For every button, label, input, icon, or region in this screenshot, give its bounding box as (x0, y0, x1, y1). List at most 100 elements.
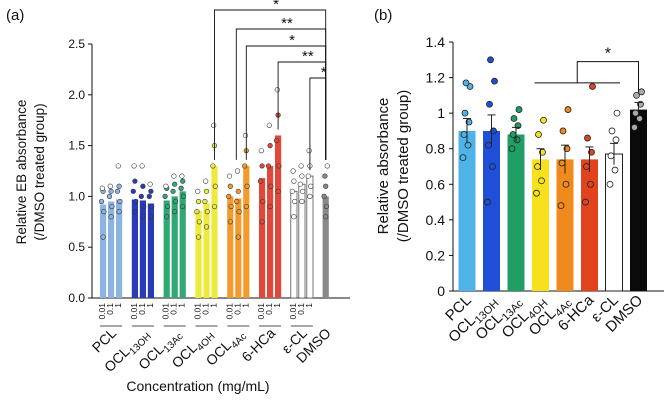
panel-b-data-point (513, 136, 521, 144)
panel-a-data-point (273, 137, 280, 144)
panel-a-concentration-tick: 0.01 (97, 303, 107, 320)
panel-a-bar (131, 199, 138, 298)
panel-a-data-point (244, 183, 250, 189)
panel-a-data-point (299, 173, 305, 179)
panel-a-concentration-tick: 1 (240, 303, 250, 308)
panel-b-data-point (582, 198, 589, 206)
panel-b-significance-bracket (576, 61, 639, 92)
panel-a-data-point (148, 214, 154, 220)
panel-b-ytick-label: 0.8 (426, 141, 446, 157)
panel-a-bar (290, 190, 298, 299)
panel-b-data-point (562, 180, 570, 188)
panel-a-data-point (101, 209, 107, 215)
panel-a-data-point (99, 185, 105, 191)
panel-a-data-point (276, 163, 282, 169)
panel-b-data-point (485, 141, 492, 149)
panel-a-data-point (306, 148, 312, 154)
panel-a-data-point (289, 188, 295, 194)
panel-b-data-point (489, 163, 496, 170)
panel-b-data-point (459, 154, 467, 162)
panel-a-ytick-label: 0.0 (68, 291, 85, 305)
panel-a-significance-label: ** (302, 48, 314, 65)
panel-a-data-point (195, 198, 202, 205)
panel-a-data-point (172, 209, 178, 215)
panel-a-data-point (171, 173, 177, 179)
panel-a-data-point (259, 163, 265, 169)
panel-b-bar (556, 159, 574, 291)
panel-a-data-point (323, 183, 329, 189)
panel-a-data-point (146, 193, 152, 199)
panel-a-data-point (202, 198, 208, 205)
panel-b-data-point (533, 189, 540, 197)
panel-a-data-point (243, 203, 249, 210)
panel-a-concentration-tick: 0.01 (224, 303, 234, 320)
panel-b-data-point (632, 109, 639, 117)
panel-a-data-point (322, 173, 328, 179)
panel-b-significance-label: * (605, 46, 611, 63)
panel-a-data-point (108, 188, 114, 194)
panel-a-concentration-tick: 1 (177, 303, 187, 308)
panel-a-data-point (323, 214, 329, 220)
panel-a-data-point (180, 178, 186, 184)
panel-a-data-point (235, 188, 241, 194)
panel-b-data-point (589, 83, 596, 90)
panel-b-data-point (487, 56, 494, 64)
panel-b-ytick-label: 0.2 (426, 247, 446, 263)
panel-a-data-point (162, 193, 168, 199)
panel-b-ytick-label: 1.2 (426, 70, 446, 86)
panel-b-ytick-label: 0.6 (426, 176, 446, 192)
panel-a-data-point (236, 209, 242, 215)
panel-a-data-point (291, 214, 297, 220)
panel-a-data-point (132, 178, 138, 184)
panel-a-data-point (147, 181, 153, 187)
panel-b-data-point (535, 131, 542, 138)
panel-a-chart: Relative EB absorbance (/DMSO treated gr… (14, 0, 350, 394)
panel-a-concentration-tick: 0.1 (201, 303, 211, 315)
panel-a-group-label: 6-HCa (238, 325, 278, 365)
panel-a-data-point (149, 203, 155, 210)
panel-a-data-point (164, 214, 170, 220)
panel-a-data-point (227, 183, 233, 189)
panel-b-data-point (538, 177, 545, 185)
panel-a-bar (203, 203, 210, 298)
panel-a-ylabel: Relative EB absorbance (/DMSO treated gr… (14, 100, 47, 245)
panel-a-data-point (163, 183, 169, 189)
panel-b-data-point (612, 136, 620, 144)
panel-a-data-point (114, 188, 121, 194)
panel-a-data-point (227, 219, 233, 225)
panel-a-data-point (226, 173, 233, 179)
panel-a-bar (147, 203, 154, 298)
panel-b-bar (581, 159, 598, 291)
panel-b-data-point (608, 127, 616, 135)
panel-b-data-point (486, 100, 493, 108)
panel-a-bar (275, 135, 282, 298)
panel-a-concentration-tick: 0.01 (161, 303, 171, 320)
panel-a-data-point (203, 224, 210, 230)
panel-a-concentration-tick: 0.1 (232, 303, 242, 315)
panel-a-data-point (275, 188, 281, 194)
panel-a-data-point (131, 163, 137, 169)
panel-a-data-point (140, 214, 146, 220)
panel-a-data-point (164, 203, 171, 210)
panel-a-data-point (308, 183, 314, 189)
panel-a-bar (108, 201, 115, 298)
panel-a-concentration-tick: 0.01 (256, 303, 266, 320)
panel-a-data-point (116, 209, 122, 215)
panel-a-bar (179, 191, 186, 298)
panel-a-data-point (116, 183, 122, 189)
panel-a-data-point (117, 198, 123, 205)
panel-a-concentration-tick: 0.1 (296, 303, 306, 315)
panel-a-data-point (257, 178, 264, 184)
panel-a-data-point (300, 188, 306, 194)
panel-a-concentration-tick: 1 (145, 303, 155, 308)
panel-a-data-point (138, 193, 144, 199)
panel-b-data-point (613, 109, 621, 117)
panel-a-concentration-tick: 0.1 (169, 303, 179, 315)
panel-a-bar (243, 165, 250, 298)
panel-b-bar (605, 153, 623, 292)
panel-a-data-point (140, 183, 146, 189)
panel-a-concentration-tick: 0.1 (264, 303, 274, 315)
panel-b-data-point (638, 88, 645, 96)
panel-b-data-point (491, 77, 498, 85)
panel-a-concentration-tick: 0.1 (105, 303, 115, 315)
